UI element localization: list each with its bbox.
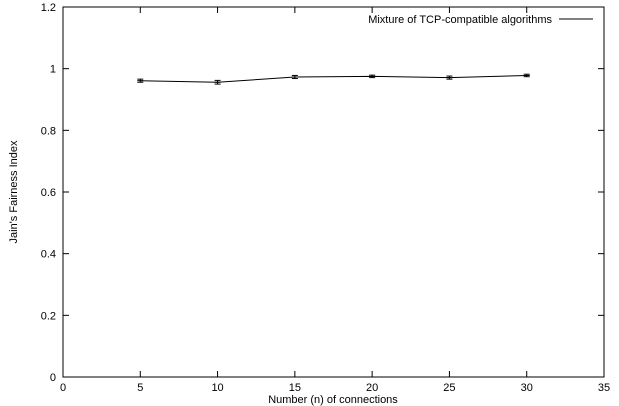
x-tick-label: 35 — [598, 382, 610, 394]
y-tick-label: 0 — [50, 372, 56, 384]
y-tick-label: 1.2 — [41, 2, 56, 14]
series-line — [140, 74, 527, 83]
data-point — [214, 79, 221, 85]
x-tick-label: 20 — [366, 382, 378, 394]
x-tick-label: 25 — [443, 382, 455, 394]
x-tick-label: 10 — [211, 382, 223, 394]
data-point — [369, 74, 376, 79]
data-point — [523, 73, 530, 78]
x-tick-label: 5 — [137, 382, 143, 394]
y-tick-label: 0.6 — [41, 187, 56, 199]
axis-ticks: 0 5 10 15 20 25 30 35 0 0.2 0.4 0.6 0.8 1 1.2 — [41, 2, 610, 394]
y-axis-label: Jain's Fairness Index — [8, 140, 20, 243]
legend-label: Mixture of TCP-compatible algorithms — [368, 14, 552, 26]
legend: Mixture of TCP-compatible algorithms — [368, 14, 593, 26]
data-point — [137, 78, 144, 83]
x-tick-label: 30 — [521, 382, 533, 394]
y-tick-label: 0.8 — [41, 125, 56, 137]
x-tick-label: 15 — [289, 382, 301, 394]
y-tick-label: 0.2 — [41, 310, 56, 322]
plot-area — [62, 6, 605, 378]
x-axis-label: Number (n) of connections — [268, 394, 398, 406]
x-tick-label: 0 — [60, 382, 66, 394]
series-layer — [137, 73, 530, 85]
y-tick-label: 0.4 — [41, 249, 56, 261]
data-point — [291, 74, 298, 80]
y-tick-label: 1 — [50, 64, 56, 76]
data-point — [446, 75, 453, 80]
